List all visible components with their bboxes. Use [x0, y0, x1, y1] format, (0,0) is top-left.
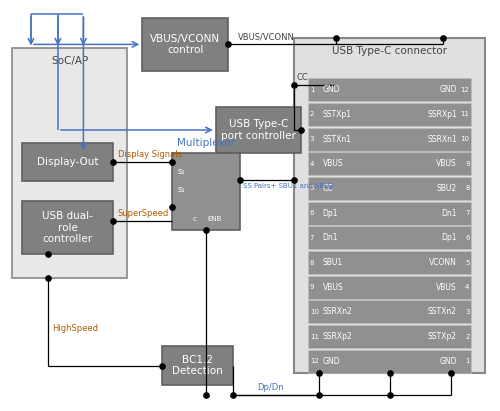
Text: 3: 3: [310, 136, 314, 142]
Text: VCONN: VCONN: [429, 258, 457, 267]
Text: SSRXn1: SSRXn1: [427, 135, 457, 144]
Text: 12: 12: [310, 358, 318, 364]
Text: 1: 1: [310, 87, 314, 93]
Text: VBUS: VBUS: [322, 283, 343, 292]
Bar: [308, 79, 472, 101]
Bar: [172, 153, 240, 230]
Text: SSTXp2: SSTXp2: [428, 332, 457, 341]
Bar: [308, 350, 472, 373]
Bar: [12, 48, 128, 278]
Text: SBU2: SBU2: [436, 184, 457, 193]
Text: SSTXp1: SSTXp1: [322, 110, 352, 119]
Bar: [308, 251, 472, 274]
Text: GND: GND: [322, 357, 340, 366]
Bar: [142, 18, 228, 71]
Text: Dp1: Dp1: [322, 209, 338, 218]
Text: SSRXn2: SSRXn2: [322, 307, 352, 316]
Text: Dn1: Dn1: [442, 209, 457, 218]
Text: VBUS: VBUS: [322, 159, 343, 169]
Text: 2: 2: [310, 111, 314, 118]
Bar: [22, 201, 113, 254]
Bar: [308, 103, 472, 126]
Text: VBUS/VCONN: VBUS/VCONN: [238, 32, 294, 41]
Bar: [308, 152, 472, 175]
Bar: [216, 107, 302, 153]
Text: 10: 10: [310, 309, 319, 315]
Bar: [308, 226, 472, 249]
Text: SSTXn1: SSTXn1: [322, 135, 352, 144]
Text: SSRXp1: SSRXp1: [427, 110, 457, 119]
Text: s₁: s₁: [178, 185, 185, 194]
Text: 1: 1: [465, 358, 469, 364]
Text: CC: CC: [296, 73, 308, 82]
Text: Dp/Dn: Dp/Dn: [258, 383, 284, 393]
Text: 7: 7: [310, 235, 314, 241]
Text: USB Type-C connector: USB Type-C connector: [332, 46, 447, 55]
Text: 6: 6: [310, 210, 314, 216]
Bar: [308, 325, 472, 348]
Text: 7: 7: [465, 210, 469, 216]
Text: 11: 11: [310, 333, 319, 339]
Text: 5: 5: [465, 259, 469, 266]
Text: SS Pairs+ SBU1 and SBU2: SS Pairs+ SBU1 and SBU2: [242, 183, 334, 189]
Text: 2: 2: [465, 333, 469, 339]
Text: 9: 9: [465, 161, 469, 167]
Bar: [162, 346, 233, 385]
Text: CC: CC: [322, 184, 333, 193]
Text: Dp1: Dp1: [442, 233, 457, 242]
Text: USB Type-C
port controller: USB Type-C port controller: [221, 119, 296, 141]
Text: 8: 8: [310, 259, 314, 266]
Text: 9: 9: [310, 284, 314, 290]
Bar: [294, 38, 485, 373]
Text: ENB: ENB: [207, 217, 222, 222]
Text: VBUS: VBUS: [436, 159, 457, 169]
Text: 4: 4: [465, 284, 469, 290]
Text: BC1.2
Detection: BC1.2 Detection: [172, 355, 222, 376]
Text: GND: GND: [322, 85, 340, 94]
Text: USB dual-
role
controller: USB dual- role controller: [42, 211, 93, 244]
Text: SSTXn2: SSTXn2: [428, 307, 457, 316]
Text: GND: GND: [440, 357, 457, 366]
Text: Multiplexer: Multiplexer: [177, 139, 235, 148]
Text: 4: 4: [310, 161, 314, 167]
Text: 12: 12: [460, 87, 469, 93]
Text: c: c: [192, 217, 196, 222]
Bar: [308, 276, 472, 299]
Bar: [308, 177, 472, 200]
Bar: [22, 143, 113, 181]
Text: 8: 8: [465, 185, 469, 192]
Text: HighSpeed: HighSpeed: [52, 324, 98, 333]
Bar: [308, 202, 472, 225]
Text: GND: GND: [440, 85, 457, 94]
Text: SoC/AP: SoC/AP: [52, 55, 88, 66]
Text: 10: 10: [460, 136, 469, 142]
Text: Display Signals: Display Signals: [118, 150, 182, 159]
Bar: [308, 300, 472, 323]
Text: s₁: s₁: [178, 167, 185, 176]
Text: 3: 3: [465, 309, 469, 315]
Text: VBUS/VCONN
control: VBUS/VCONN control: [150, 34, 220, 55]
Text: SSRXp2: SSRXp2: [322, 332, 352, 341]
Text: 11: 11: [460, 111, 469, 118]
Text: Display-Out: Display-Out: [36, 157, 98, 167]
Bar: [308, 128, 472, 150]
Text: VBUS: VBUS: [436, 283, 457, 292]
Text: 6: 6: [465, 235, 469, 241]
Text: SuperSpeed: SuperSpeed: [118, 209, 169, 218]
Text: SBU1: SBU1: [322, 258, 342, 267]
Text: 5: 5: [310, 185, 314, 192]
Text: Dn1: Dn1: [322, 233, 338, 242]
